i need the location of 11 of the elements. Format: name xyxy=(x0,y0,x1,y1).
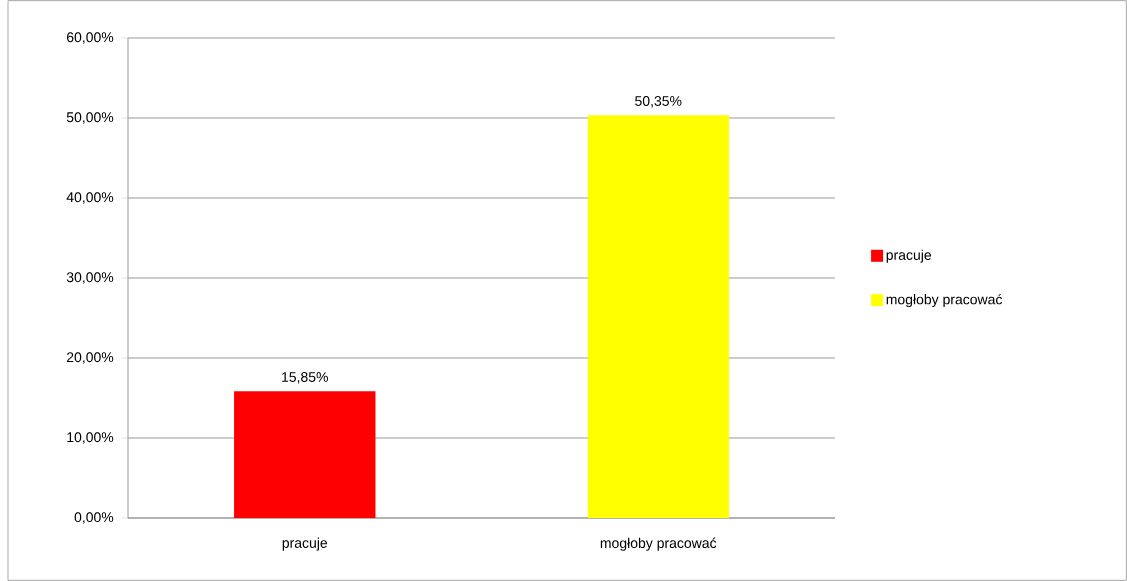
data-label: 15,85% xyxy=(282,372,328,384)
y-tick-label: 60,00% xyxy=(66,32,114,44)
legend-label: pracuje xyxy=(886,249,932,263)
y-tick-label: 20,00% xyxy=(66,352,114,364)
y-tick-label: 40,00% xyxy=(66,192,114,204)
y-tick-label: 50,00% xyxy=(66,112,114,124)
y-tick-label: 30,00% xyxy=(66,272,114,284)
y-tick-label: 10,00% xyxy=(67,432,114,444)
y-tick-label: 0,00% xyxy=(74,512,114,524)
data-label: 50,35% xyxy=(635,96,682,108)
legend-label: mogłoby pracować xyxy=(886,293,1003,308)
